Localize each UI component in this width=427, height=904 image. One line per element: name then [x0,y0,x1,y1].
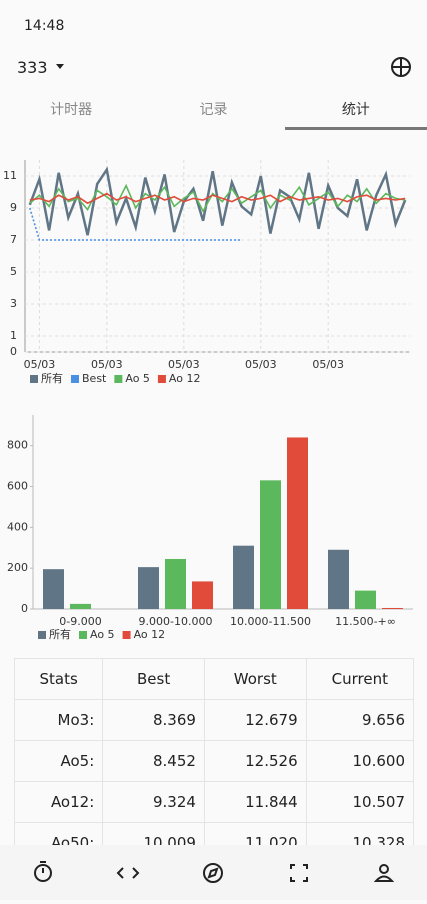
puzzle-select[interactable]: 333 [17,58,48,77]
x-tick-label: 9.000-10.000 [139,615,213,628]
series-line [29,207,242,241]
table-cell: Current [305,658,415,700]
header: 333 [0,45,427,90]
legend-label: Ao 5 [125,372,150,385]
legend-swatch [71,375,79,383]
legend-label: 所有 [49,627,71,641]
legend-swatch [122,631,131,639]
bar [43,569,64,609]
y-tick-label: 11 [3,169,17,182]
bar [260,480,281,609]
nav-icons [34,861,395,883]
tab[interactable]: 计时器 [50,102,93,118]
legend-label: Ao 5 [90,628,115,641]
legend-swatch [79,631,87,639]
legend-label: Ao 12 [169,372,201,385]
table-cell: Ao5: [13,740,104,782]
x-tick-label: 05/03 [91,358,123,371]
status-bar: 14:48 [0,0,427,45]
table-row: Mo3: 8.369 12.679 9.656 [13,699,415,741]
bar [233,545,254,609]
stats-table: Stats Best Worst Current Mo3: 8.369 12.679 9.65… [13,658,415,864]
y-tick-label: 1 [10,329,17,342]
x-tick-label: 0-9.000 [59,615,101,628]
y-tick-label: 200 [7,561,28,574]
bar [382,607,403,609]
x-tick-label: 05/03 [312,358,344,371]
timer-icon[interactable] [34,861,52,882]
table-cell: Ao12: [13,781,104,823]
y-tick-label: 7 [10,233,17,246]
table-row: Ao12: 9.324 11.844 10.507 [13,781,415,823]
bar [287,437,308,609]
table-cell: 11.844 [203,781,307,823]
bottom-nav [0,845,427,900]
legend-label: 所有 [41,371,63,385]
table-cell: Best [102,658,205,700]
fullscreen-icon[interactable] [290,864,308,882]
table-row: Stats Best Worst Current [13,658,415,700]
compass-icon[interactable] [203,863,223,883]
bar [192,581,213,609]
bar [328,549,349,609]
code-icon[interactable] [116,867,140,879]
y-tick-label: 600 [7,479,28,492]
bar [355,590,376,609]
y-tick-label: 5 [10,265,17,278]
y-tick-label: 800 [7,439,28,452]
table-cell: 12.679 [203,699,307,741]
x-tick-label: 05/03 [168,358,200,371]
legend-swatch [30,375,38,383]
table-cell: 8.452 [102,740,205,782]
x-tick-label: 05/03 [245,358,277,371]
y-tick-label: 400 [7,520,28,533]
tab-selected[interactable]: 统计 [284,90,427,130]
profile-icon[interactable] [373,864,395,882]
table-cell: 8.369 [102,699,205,741]
table-cell: 10.600 [305,740,415,782]
x-tick-label: 11.500-+∞ [335,615,396,628]
tabs: 计时器 记录 统计 [0,90,427,130]
dropdown-icon [56,64,64,69]
table-row: Ao5: 8.452 12.526 10.600 [13,740,415,782]
table-cell: 9.656 [305,699,415,741]
table-cell: 12.526 [203,740,307,782]
x-tick-label: 05/03 [24,358,56,371]
legend-label: Ao 12 [134,628,166,641]
y-tick-label: 9 [10,201,17,214]
bar [165,558,186,609]
y-tick-label: 0 [21,602,28,615]
x-tick-label: 10.000-11.500 [230,615,311,628]
table-cell: Stats [13,658,104,700]
table-cell: Worst [203,658,307,700]
series-line [29,192,406,205]
table-cell: 9.324 [102,781,205,823]
legend-label: Best [82,372,107,385]
y-tick-label: 3 [10,297,17,310]
table-cell: 10.507 [305,781,415,823]
legend-swatch [114,375,123,383]
legend-swatch [38,631,46,639]
time: 14:48 [24,18,65,34]
bar [70,603,91,609]
legend-swatch [157,375,166,383]
bar [138,567,159,609]
y-tick-label: 0 [10,345,17,358]
tab[interactable]: 记录 [199,102,228,118]
globe-icon[interactable] [389,55,413,79]
table-cell: Mo3: [13,699,104,741]
